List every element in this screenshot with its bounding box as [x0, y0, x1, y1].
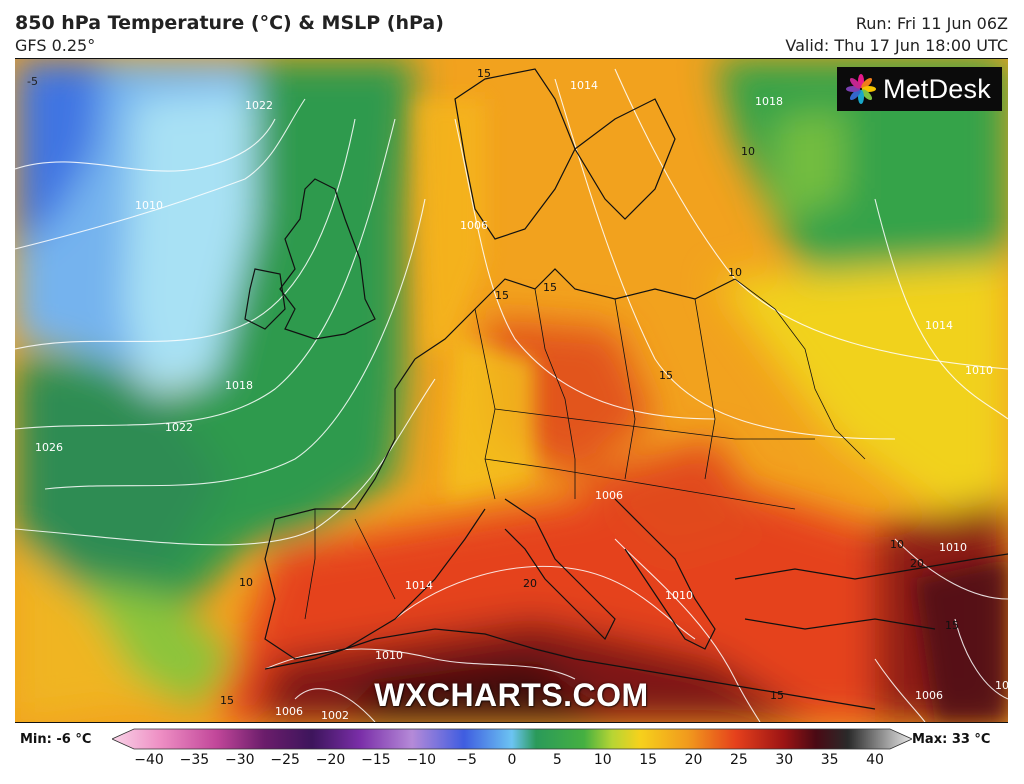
label-1010-e: 1010	[665, 589, 693, 602]
label-1014-c: 1014	[405, 579, 433, 592]
label-15-c: 15	[659, 369, 673, 382]
tick-label: −10	[406, 752, 437, 768]
label-minus5: -5	[27, 75, 38, 88]
label-15-a: 15	[495, 289, 509, 302]
temperature-labels: 10 10 10 10 15 15 15 15 15 15 20 20 15	[220, 67, 959, 707]
label-10-b: 10	[728, 266, 742, 279]
label-10-a: 10	[741, 145, 755, 158]
tick-label: 5	[552, 752, 562, 768]
label-1006-b: 1006	[595, 489, 623, 502]
isobar-lines	[15, 68, 1008, 722]
label-1006-c: 1006	[915, 689, 943, 702]
tick-label: −15	[361, 752, 391, 768]
label-1022-b: 1022	[245, 99, 273, 112]
label-15-d: 15	[770, 689, 784, 702]
tick-label: −35	[179, 752, 210, 768]
label-1002-a: 1002	[995, 679, 1008, 692]
tick-label: −5	[456, 752, 477, 768]
tick-label: 40	[866, 752, 884, 768]
label-1014-a: 1014	[570, 79, 598, 92]
logo-text: MetDesk	[883, 73, 991, 104]
label-1010-c: 1010	[939, 541, 967, 554]
weather-map[interactable]: -5 1010 1018 1022 1026 1006 1014 1010 10…	[15, 58, 1008, 723]
label-1014-b: 1014	[925, 319, 953, 332]
label-15-g: 15	[945, 619, 959, 632]
tick-label: −30	[224, 752, 255, 768]
tick-label: 35	[820, 752, 839, 768]
label-15-f: 15	[477, 67, 491, 80]
label-1022-a: 1022	[165, 421, 193, 434]
label-20-a: 20	[523, 577, 537, 590]
tick-label: 30	[775, 752, 794, 768]
label-10-d: 10	[890, 538, 904, 551]
label-1010-d: 1010	[375, 649, 403, 662]
metdesk-logo[interactable]: MetDesk	[837, 67, 1002, 111]
label-1010-b: 1010	[965, 364, 993, 377]
valid-time: Valid: Thu 17 Jun 18:00 UTC	[785, 36, 1008, 55]
temperature-field: -5 1010 1018 1022 1026 1006 1014 1010 10…	[15, 59, 1008, 722]
tick-label: 15	[639, 752, 658, 768]
label-1026: 1026	[35, 441, 63, 454]
label-1018-b: 1018	[755, 95, 783, 108]
chart-title: 850 hPa Temperature (°C) & MSLP (hPa)	[15, 12, 444, 34]
label-10-c: 10	[239, 576, 253, 589]
tick-label: 10	[593, 752, 612, 768]
run-time: Run: Fri 11 Jun 06Z	[855, 14, 1008, 33]
label-15-e: 15	[220, 694, 234, 707]
label-1002-b: 1002	[321, 709, 349, 722]
coastlines	[244, 68, 1008, 710]
label-1010-a: 1010	[135, 199, 163, 212]
label-1006-a: 1006	[460, 219, 488, 232]
metdesk-flower-icon	[846, 74, 876, 104]
label-1018-a: 1018	[225, 379, 253, 392]
tick-label: −25	[270, 752, 300, 768]
tick-label: 25	[729, 752, 748, 768]
label-1006-d: 1006	[275, 705, 303, 718]
tick-label: −40	[134, 752, 164, 768]
color-bar	[112, 728, 912, 750]
label-15-b: 15	[543, 281, 557, 294]
tick-label: −20	[315, 752, 346, 768]
color-scale-legend: Min: -6 °C	[0, 724, 1024, 784]
max-temperature: Max: 33 °C	[912, 732, 991, 747]
isobar-labels: -5 1010 1018 1022 1026 1006 1014 1010 10…	[27, 75, 1008, 722]
min-temperature: Min: -6 °C	[20, 732, 92, 747]
tick-label: 0	[507, 752, 517, 768]
model-label: GFS 0.25°	[15, 36, 96, 55]
wxcharts-watermark: WXCHARTS.COM	[374, 677, 649, 713]
tick-label: 20	[684, 752, 703, 768]
label-20-b: 20	[910, 557, 924, 570]
